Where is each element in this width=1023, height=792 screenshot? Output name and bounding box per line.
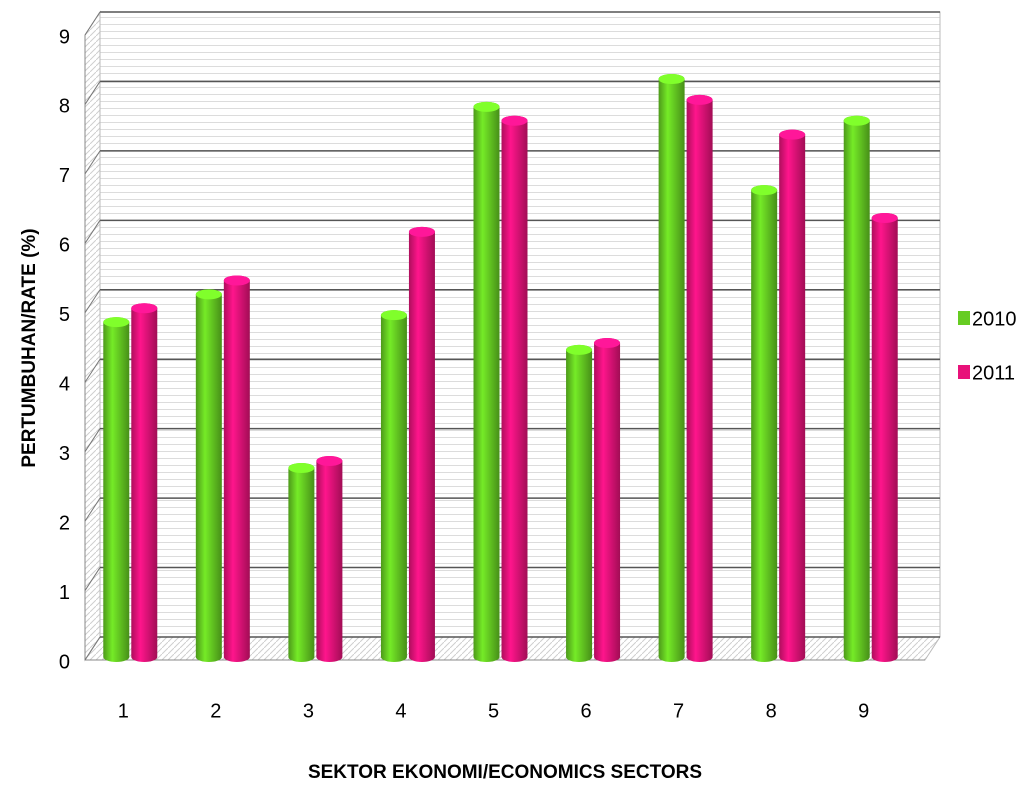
- bar: [779, 129, 806, 663]
- bar-cap: [779, 129, 806, 140]
- bar-cap: [103, 317, 130, 328]
- bar: [501, 115, 528, 663]
- bar-cap: [473, 101, 500, 112]
- bar: [566, 344, 593, 663]
- grid-line: [84, 358, 101, 383]
- bar-cap: [131, 303, 158, 314]
- grid-line: [84, 428, 101, 452]
- bar: [316, 456, 343, 663]
- y-tick-label: 7: [59, 165, 70, 187]
- bar: [751, 185, 778, 663]
- x-tick-label: 2: [210, 700, 221, 722]
- bar-cap: [566, 344, 593, 355]
- bar: [131, 303, 158, 663]
- legend-swatch: [958, 365, 970, 379]
- grid-line: [84, 81, 101, 105]
- x-tick-label: 1: [118, 700, 129, 722]
- bar-cap: [501, 115, 528, 126]
- y-tick-label: 5: [59, 304, 70, 326]
- legend-label: 2010: [972, 308, 1017, 330]
- y-tick-label: 6: [59, 235, 70, 257]
- bar-cap: [288, 462, 315, 473]
- bar: [380, 310, 407, 663]
- y-tick-label: 4: [59, 374, 70, 396]
- y-tick-label: 8: [59, 96, 70, 118]
- y-tick-label: 9: [59, 26, 70, 48]
- bar: [473, 101, 500, 663]
- legend-label: 2011: [972, 362, 1015, 384]
- bar: [871, 212, 898, 663]
- legend-swatch: [958, 311, 970, 325]
- y-tick-label: 2: [59, 512, 70, 534]
- bar: [288, 462, 315, 663]
- x-tick-label: 3: [303, 700, 314, 722]
- bar-cap: [686, 94, 713, 105]
- x-tick-label: 4: [395, 700, 406, 722]
- x-axis-title: SEKTOR EKONOMI/ECONOMICS SECTORS: [308, 762, 702, 783]
- y-axis-title: PERTUMBUHAN/RATE (%): [19, 228, 40, 467]
- bar-cap: [195, 289, 222, 300]
- bar-cap: [380, 310, 407, 321]
- bar: [195, 289, 222, 662]
- bar-cap: [316, 456, 343, 466]
- bar: [843, 115, 870, 663]
- bar-cap: [408, 226, 435, 237]
- y-tick-label: 0: [59, 651, 70, 673]
- bar: [408, 226, 435, 663]
- bar: [658, 74, 685, 663]
- grid-line: [84, 11, 101, 36]
- y-tick-label: 1: [59, 582, 70, 604]
- x-tick-label: 8: [766, 700, 777, 722]
- bar-cap: [843, 115, 870, 126]
- x-tick-label: 6: [580, 700, 591, 722]
- x-tick-label: 7: [673, 700, 684, 722]
- bar-cap: [594, 337, 621, 348]
- grid-line: [84, 497, 101, 522]
- grid-line: [84, 567, 101, 591]
- grid-line: [84, 220, 101, 244]
- bar: [686, 94, 713, 663]
- bar: [103, 317, 130, 663]
- bar-cap: [658, 74, 685, 85]
- bar-cap: [751, 185, 778, 196]
- y-tick-label: 3: [59, 443, 70, 465]
- x-tick-label: 5: [488, 700, 499, 722]
- bar: [223, 275, 250, 663]
- grid-line: [84, 150, 101, 175]
- side-wall: [84, 10, 101, 662]
- bar-cap: [223, 275, 250, 286]
- bar-cap: [871, 212, 898, 223]
- x-tick-label: 9: [858, 700, 869, 722]
- grid-line: [84, 289, 101, 314]
- grid-line: [84, 636, 101, 661]
- bar: [594, 337, 621, 663]
